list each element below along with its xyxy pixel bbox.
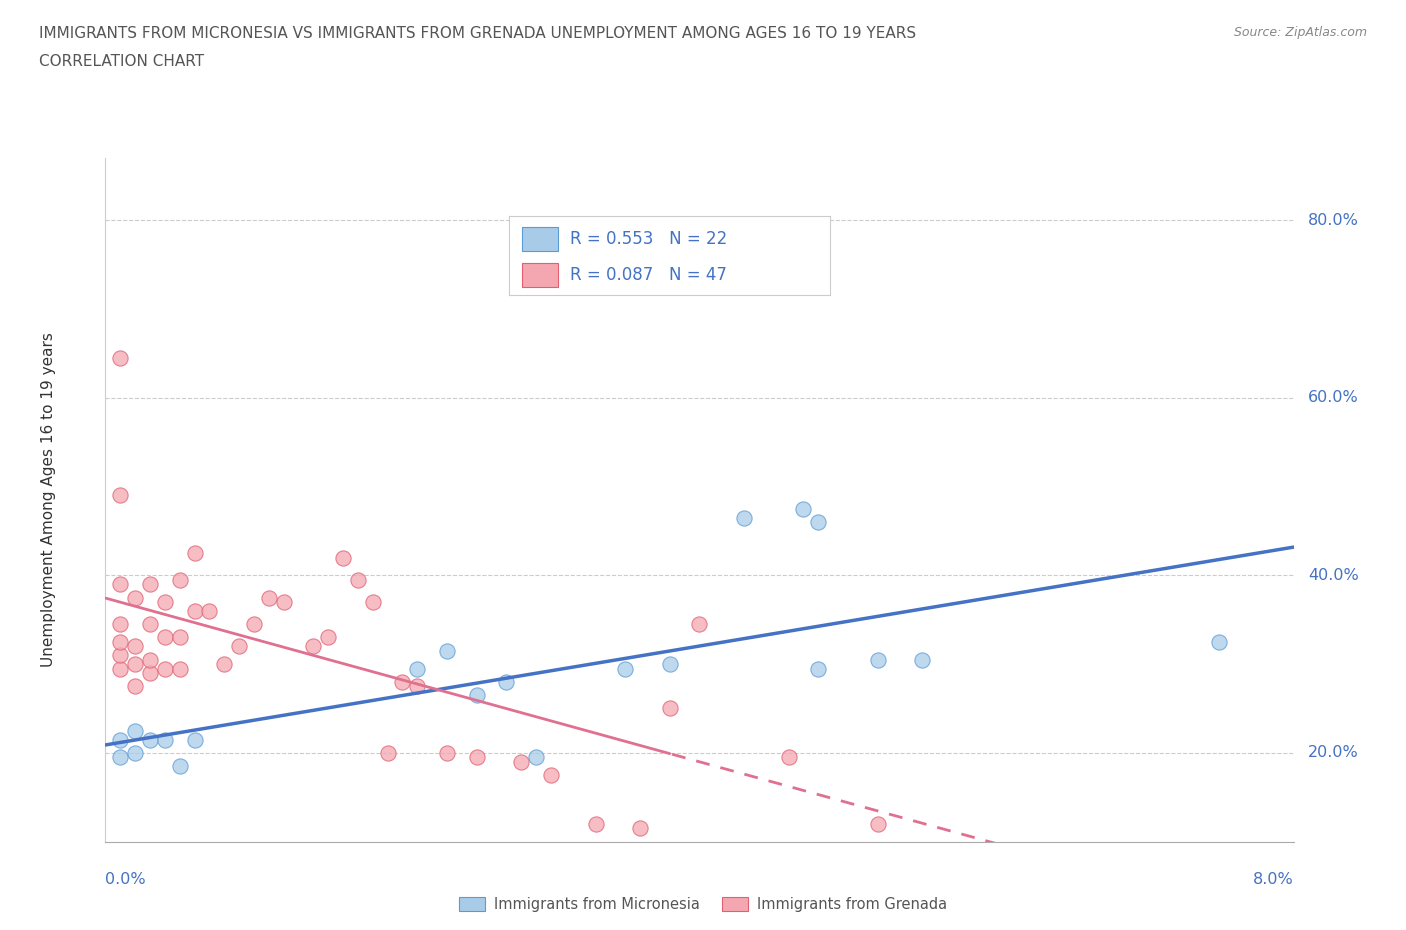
- Point: [214, 657, 236, 671]
- Point: [139, 617, 162, 631]
- Point: [124, 746, 146, 761]
- Point: [139, 652, 162, 667]
- Point: [124, 724, 146, 738]
- Text: 40.0%: 40.0%: [1308, 568, 1358, 583]
- Point: [169, 572, 191, 587]
- Text: 20.0%: 20.0%: [1308, 745, 1358, 761]
- Point: [406, 679, 429, 694]
- Text: 0.0%: 0.0%: [105, 872, 146, 887]
- Point: [110, 577, 132, 591]
- Point: [302, 639, 325, 654]
- Point: [807, 661, 830, 676]
- Point: [866, 817, 889, 831]
- Point: [110, 351, 132, 365]
- Point: [628, 821, 651, 836]
- Point: [183, 732, 205, 747]
- Text: Unemployment Among Ages 16 to 19 years: Unemployment Among Ages 16 to 19 years: [41, 332, 56, 668]
- Point: [139, 732, 162, 747]
- Point: [540, 767, 562, 782]
- Point: [465, 688, 488, 703]
- Point: [332, 551, 354, 565]
- Text: CORRELATION CHART: CORRELATION CHART: [39, 54, 204, 69]
- FancyBboxPatch shape: [522, 227, 558, 251]
- Point: [436, 746, 458, 761]
- Point: [273, 594, 295, 609]
- Point: [406, 661, 429, 676]
- Point: [361, 594, 384, 609]
- Point: [792, 501, 814, 516]
- Point: [124, 639, 146, 654]
- Point: [866, 652, 889, 667]
- Point: [139, 666, 162, 681]
- Point: [347, 572, 370, 587]
- Point: [124, 679, 146, 694]
- Text: 80.0%: 80.0%: [1308, 213, 1358, 228]
- Point: [243, 617, 266, 631]
- Text: Source: ZipAtlas.com: Source: ZipAtlas.com: [1233, 26, 1367, 39]
- Point: [124, 657, 146, 671]
- Point: [585, 817, 607, 831]
- Text: 8.0%: 8.0%: [1253, 872, 1294, 887]
- Point: [733, 511, 755, 525]
- FancyBboxPatch shape: [522, 263, 558, 287]
- Point: [110, 661, 132, 676]
- Point: [807, 514, 830, 529]
- Text: R = 0.087   N = 47: R = 0.087 N = 47: [571, 266, 727, 285]
- Point: [169, 630, 191, 644]
- Point: [228, 639, 250, 654]
- Point: [911, 652, 934, 667]
- Text: 60.0%: 60.0%: [1308, 391, 1358, 405]
- Point: [658, 701, 681, 716]
- Text: IMMIGRANTS FROM MICRONESIA VS IMMIGRANTS FROM GRENADA UNEMPLOYMENT AMONG AGES 16: IMMIGRANTS FROM MICRONESIA VS IMMIGRANTS…: [39, 26, 917, 41]
- Legend: Immigrants from Micronesia, Immigrants from Grenada: Immigrants from Micronesia, Immigrants f…: [453, 891, 953, 918]
- Point: [110, 488, 132, 503]
- Point: [153, 630, 176, 644]
- Point: [377, 746, 399, 761]
- Point: [110, 648, 132, 663]
- Point: [124, 591, 146, 605]
- Point: [110, 732, 132, 747]
- Point: [183, 546, 205, 561]
- Point: [139, 577, 162, 591]
- Point: [436, 644, 458, 658]
- Point: [153, 594, 176, 609]
- Point: [183, 604, 205, 618]
- Point: [169, 759, 191, 774]
- Point: [658, 657, 681, 671]
- Point: [510, 754, 533, 769]
- Point: [257, 591, 280, 605]
- Point: [495, 674, 517, 689]
- Point: [614, 661, 637, 676]
- Text: R = 0.553   N = 22: R = 0.553 N = 22: [571, 230, 727, 248]
- Point: [110, 750, 132, 764]
- Point: [110, 634, 132, 649]
- Point: [1208, 634, 1230, 649]
- Point: [524, 750, 547, 764]
- Point: [778, 750, 800, 764]
- Point: [198, 604, 221, 618]
- Point: [391, 674, 413, 689]
- Point: [153, 661, 176, 676]
- Point: [110, 617, 132, 631]
- Point: [169, 661, 191, 676]
- Point: [153, 732, 176, 747]
- Point: [465, 750, 488, 764]
- Point: [316, 630, 339, 644]
- Point: [689, 617, 711, 631]
